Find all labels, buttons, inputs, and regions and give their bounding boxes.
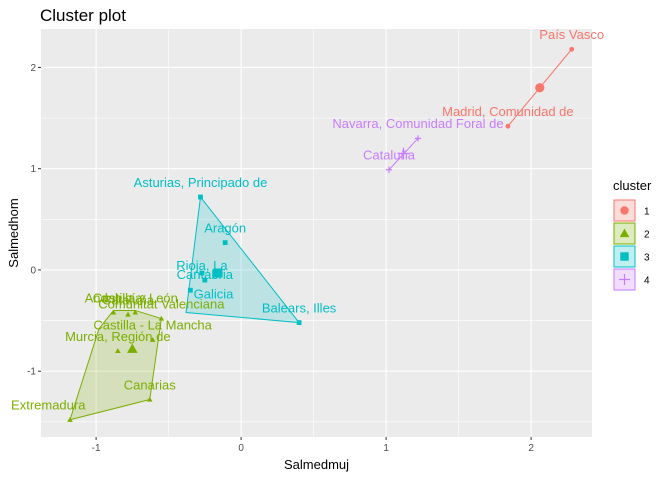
point-label: Rioja, La xyxy=(176,258,228,273)
point-label: Aragón xyxy=(204,220,246,235)
point-label: Murcia, Región de xyxy=(65,329,171,344)
x-tick-label: 1 xyxy=(383,443,389,454)
point-label: Castilla y León xyxy=(93,290,178,305)
cluster-2-point xyxy=(67,417,73,422)
cluster-3-point xyxy=(199,270,205,276)
point-label: Canarias xyxy=(124,377,177,392)
point-label: Cataluña xyxy=(102,292,155,307)
cluster-1-center xyxy=(535,83,545,93)
legend: cluster 1 2 3 4 xyxy=(613,178,652,291)
plot-panel xyxy=(41,29,592,437)
cluster-2-point xyxy=(125,311,131,317)
legend-title: cluster xyxy=(613,178,652,193)
cluster-2-point xyxy=(146,396,153,402)
cluster-3-point xyxy=(202,277,208,283)
cluster-1-point xyxy=(569,46,575,52)
cluster-4-point xyxy=(414,135,422,142)
point-label: Madrid, Comunidad de xyxy=(442,104,574,119)
legend-symbol-3 xyxy=(620,252,629,261)
cluster-3-center xyxy=(213,268,223,278)
x-tick-label: 2 xyxy=(528,443,534,454)
y-tick-label: 1 xyxy=(30,164,36,175)
point-label: Galicia xyxy=(194,286,235,301)
gridlines xyxy=(41,29,592,437)
x-tick-label: -1 xyxy=(92,443,101,454)
cluster-3-hull xyxy=(185,196,300,324)
point-label: Cataluña xyxy=(363,148,416,163)
cluster-2-point xyxy=(115,348,121,354)
x-axis-label: Salmedmuj xyxy=(284,457,349,472)
legend-label-1: 1 xyxy=(644,207,650,218)
legend-symbol-1 xyxy=(620,206,629,215)
point-label: Cantabria xyxy=(177,267,234,282)
point-label: Extremadura xyxy=(11,398,86,413)
cluster-4-point xyxy=(385,166,393,173)
point-label: Comunitat Valenciana xyxy=(98,296,225,311)
legend-symbol-4 xyxy=(619,274,630,285)
legend-symbol-2 xyxy=(619,228,630,238)
legend-label-3: 3 xyxy=(644,253,650,264)
cluster-2-point xyxy=(132,309,139,315)
point-label: Balears, Illes xyxy=(262,300,337,315)
cluster-2-point xyxy=(149,337,156,342)
cluster-3-point xyxy=(222,240,228,246)
x-tick-label: 0 xyxy=(238,443,244,454)
y-tick-label: 0 xyxy=(30,265,36,276)
cluster-2-point xyxy=(110,309,117,315)
cluster-hulls xyxy=(69,48,573,421)
cluster-3-point xyxy=(187,287,193,293)
point-label: País Vasco xyxy=(539,27,604,42)
y-tick-label: -1 xyxy=(27,367,36,378)
point-label: Navarra, Comunidad Foral de xyxy=(332,116,503,131)
chart-title: Cluster plot xyxy=(40,6,126,25)
y-axis-label: Salmedhom xyxy=(6,198,21,267)
legend-label-4: 4 xyxy=(644,276,650,287)
axes: -1 0 1 2 -1 0 1 2 xyxy=(27,63,534,454)
point-labels: País Vasco Madrid, Comunidad de Extremadur… xyxy=(11,27,604,413)
cluster-2-center xyxy=(127,343,138,353)
y-tick-label: 2 xyxy=(30,63,36,74)
point-label: Castilla - La Mancha xyxy=(93,318,212,333)
cluster-3-point xyxy=(198,194,203,200)
point-label: Andalucía xyxy=(85,290,144,305)
legend-label-2: 2 xyxy=(644,230,650,241)
cluster-3-point xyxy=(296,320,302,325)
cluster-1-point xyxy=(505,123,511,129)
cluster-2-point xyxy=(158,315,165,321)
point-label: Asturias, Principado de xyxy=(134,175,268,190)
cluster-4-center xyxy=(397,147,410,160)
data-points xyxy=(67,46,575,422)
